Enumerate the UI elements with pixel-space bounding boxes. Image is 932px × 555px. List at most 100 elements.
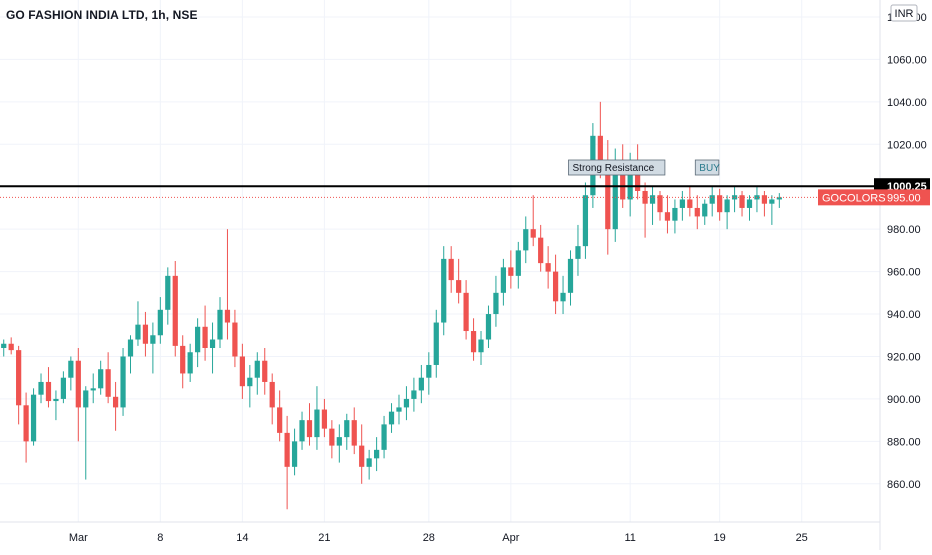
- price-axis[interactable]: 860.00 880.00 900.00 920.00 940.00 960.00 980.…: [879, 0, 927, 550]
- annotation-text: BUY: [699, 163, 720, 174]
- candle-body: [724, 199, 730, 213]
- candle-body: [127, 339, 134, 357]
- y-tick-label: 1020.00: [887, 139, 927, 151]
- candle-body: [45, 381, 52, 402]
- candle-body: [456, 280, 462, 293]
- candle-body: [635, 169, 641, 191]
- candle-body: [8, 343, 14, 351]
- candle-body: [612, 161, 618, 230]
- candle-body: [239, 356, 245, 387]
- candle-body: [485, 314, 492, 340]
- candle-body: [232, 322, 238, 357]
- candle-body: [224, 309, 231, 323]
- candle-body: [567, 258, 574, 293]
- candle-body: [299, 420, 305, 442]
- candle-body: [284, 432, 290, 467]
- time-axis[interactable]: Mar 8 14 21 28 Apr 11 19 25: [0, 521, 880, 544]
- candle-body: [717, 195, 723, 213]
- candle-body: [761, 195, 768, 204]
- candle-body: [344, 420, 350, 438]
- candle-body: [336, 437, 342, 446]
- candle-body: [314, 409, 320, 438]
- currency-label: INR: [895, 8, 914, 20]
- candle-body: [291, 441, 298, 467]
- annotation-box: [694, 159, 720, 176]
- candle-body: [150, 335, 156, 344]
- candle-body: [552, 271, 559, 302]
- candle-body: [508, 267, 514, 276]
- y-tick-label: 960.00: [887, 267, 921, 279]
- y-tick-label: 940.00: [887, 309, 921, 321]
- candle-body: [470, 331, 477, 353]
- last-price-label: 995.00: [887, 192, 921, 204]
- candle-body: [75, 360, 81, 408]
- y-tick-label: 860.00: [887, 479, 921, 491]
- candle-body: [448, 258, 454, 281]
- candle-body: [664, 212, 671, 221]
- candle-body: [217, 309, 223, 340]
- candle-body: [731, 195, 738, 200]
- candle-body: [657, 195, 663, 213]
- annotation-text: Strong Resistance: [573, 163, 655, 174]
- candle-body: [627, 169, 633, 200]
- grid-lines: [0, 0, 880, 522]
- candle-body: [359, 445, 365, 467]
- candle-body: [396, 407, 402, 412]
- candle-body: [90, 388, 96, 391]
- candle-body: [142, 324, 149, 344]
- candle-body: [388, 411, 395, 425]
- candle-body: [112, 396, 119, 408]
- candle-body: [709, 195, 715, 204]
- candle-body: [306, 420, 313, 438]
- x-tick-label: 19: [714, 532, 726, 544]
- candle-body: [277, 407, 283, 433]
- y-tick-label: 920.00: [887, 351, 921, 363]
- x-tick-label: 8: [157, 532, 163, 544]
- y-tick-label: 900.00: [887, 394, 921, 406]
- candle-body: [60, 377, 66, 399]
- candle-body: [418, 377, 424, 391]
- candle-body: [165, 275, 171, 310]
- candle-body: [403, 398, 410, 408]
- candle-body: [172, 275, 178, 346]
- y-tick-label: 1060.00: [887, 54, 927, 66]
- currency-badge[interactable]: INR: [890, 4, 918, 22]
- candle-body: [120, 356, 126, 408]
- candle-body: [560, 292, 566, 302]
- candle-body: [254, 360, 260, 378]
- candle-body: [269, 381, 275, 408]
- y-tick-label: 880.00: [887, 436, 921, 448]
- candle-body: [687, 199, 693, 208]
- candle-body: [694, 207, 700, 217]
- candle-body: [582, 195, 589, 247]
- price-lines: [0, 185, 880, 198]
- candle-body: [441, 258, 447, 323]
- candle-body: [195, 326, 201, 353]
- candle-body: [157, 309, 163, 336]
- candle-body: [605, 165, 611, 230]
- candle-body: [68, 360, 74, 378]
- candle-body: [523, 229, 529, 251]
- candle-body: [366, 458, 372, 467]
- candle-body: [351, 420, 357, 446]
- candle-body: [530, 229, 536, 238]
- x-tick-label: 25: [796, 532, 808, 544]
- candle-body: [381, 424, 387, 450]
- candle-body: [187, 352, 193, 374]
- candle-body: [649, 195, 656, 204]
- candle-body: [30, 394, 37, 442]
- candle-body: [202, 326, 208, 348]
- candle-body: [702, 203, 708, 217]
- candle-body: [679, 199, 685, 208]
- candle-body: [98, 369, 104, 389]
- candle-body: [545, 263, 551, 272]
- candle-body: [769, 199, 775, 204]
- candle-body: [23, 405, 29, 442]
- candle-body: [180, 345, 186, 374]
- x-tick-label: Apr: [502, 532, 519, 544]
- x-tick-label: 21: [318, 532, 330, 544]
- candle-body: [374, 449, 380, 459]
- candle-body: [16, 350, 22, 406]
